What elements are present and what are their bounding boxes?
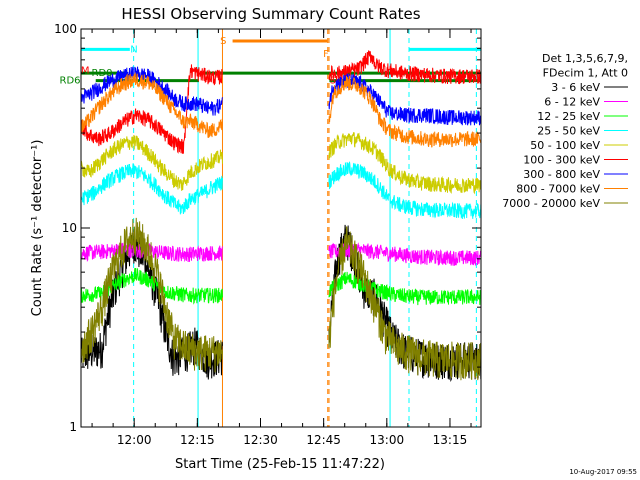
footer-timestamp: 10-Aug-2017 09:55 (569, 468, 637, 476)
x-tick-label-12-30: 12:30 (243, 433, 278, 447)
flag-rd0-label: RD0 (92, 68, 113, 79)
y-axis-label: Count Rate (s⁻¹ detector⁻¹) (30, 140, 45, 317)
y-tick-label-10: 10 (62, 221, 77, 235)
flag-rd6-label: RD6 (60, 76, 81, 87)
x-tick-label-12-00: 12:00 (117, 433, 152, 447)
legend-label-12-25-kev: 12 - 25 keV (537, 110, 600, 123)
flag-n-label: N (130, 44, 137, 55)
flag-s-label: S (220, 36, 226, 47)
y-tick-label-1: 1 (69, 420, 77, 434)
legend-label-100-300-kev: 100 - 300 keV (523, 154, 600, 167)
legend: Det 1,3,5,6,7,9, FDecim 1, Att 03 - 6 keV… (502, 52, 628, 210)
legend-label-3-6-kev: 3 - 6 keV (551, 81, 600, 94)
legend-label-800-7000-kev: 800 - 7000 keV (516, 183, 600, 196)
series-25-50-kev (80, 161, 482, 219)
legend-header-line-1: FDecim 1, Att 0 (543, 67, 628, 80)
series-layer (80, 50, 482, 383)
x-tick-label-13-15: 13:15 (433, 433, 468, 447)
legend-header-line-0: Det 1,3,5,6,7,9, (542, 52, 628, 65)
x-tick-label-13-00: 13:00 (370, 433, 405, 447)
legend-label-25-50-kev: 25 - 50 keV (537, 125, 600, 138)
series-50-100-kev (80, 132, 482, 195)
series-800-7000-kev (80, 72, 482, 148)
legend-label-7000-20000-kev: 7000 - 20000 keV (502, 197, 600, 210)
y-tick-label-100: 100 (54, 22, 77, 36)
flag-f-label: F (323, 49, 329, 60)
series-12-25-kev (80, 267, 482, 306)
series-7000-20000-kev (80, 217, 482, 381)
marker-m: M (81, 65, 90, 76)
axis-layer: 12:00 12:15 12:30 12:45 13:00 13:15 1 10 100 (54, 22, 481, 447)
legend-label-300-800-kev: 300 - 800 keV (523, 168, 600, 181)
x-tick-label-12-45: 12:45 (306, 433, 341, 447)
x-tick-label-12-15: 12:15 (180, 433, 215, 447)
legend-label-50-100-kev: 50 - 100 keV (530, 139, 600, 152)
legend-label-6-12-kev: 6 - 12 keV (544, 96, 600, 109)
chart-title: HESSI Observing Summary Count Rates (121, 5, 420, 23)
x-axis-label: Start Time (25-Feb-15 11:47:22) (175, 457, 385, 472)
series-100-300-kev (80, 50, 482, 154)
